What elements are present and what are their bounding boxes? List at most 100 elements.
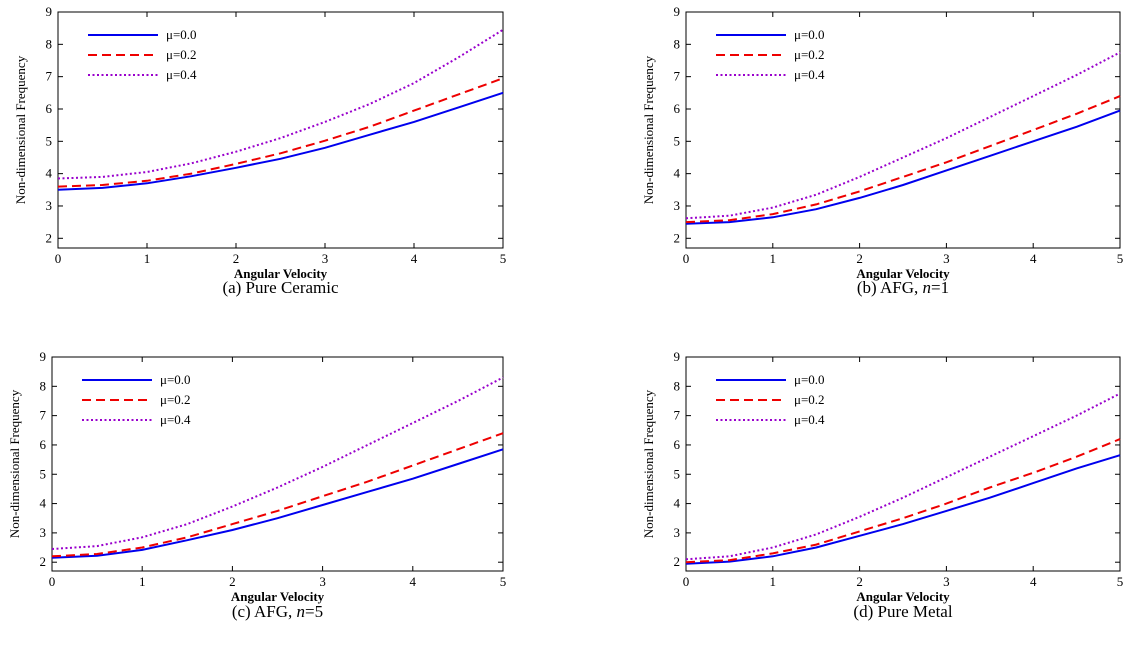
y-axis-label: Non-dimensional Frequency (7, 389, 22, 538)
y-tick-label: 8 (46, 36, 53, 51)
x-tick-label: 3 (943, 251, 950, 266)
x-tick-label: 1 (770, 251, 777, 266)
y-tick-label: 9 (674, 349, 681, 364)
series-line-0 (685, 109, 1121, 225)
caption-part: (a) Pure Ceramic (222, 278, 339, 297)
legend-label-1: μ=0.2 (160, 392, 191, 407)
x-tick-label: 5 (500, 251, 507, 266)
y-tick-label: 3 (46, 198, 53, 213)
x-tick-label: 3 (322, 251, 329, 266)
legend-label-1: μ=0.2 (794, 47, 825, 62)
x-tick-label: 1 (144, 251, 151, 266)
series-line-0 (57, 91, 504, 191)
y-tick-label: 7 (674, 408, 681, 423)
caption-part: (d) Pure Metal (853, 602, 952, 621)
x-tick-label: 4 (410, 574, 417, 589)
y-tick-label: 4 (40, 496, 47, 511)
y-tick-label: 6 (40, 437, 47, 452)
y-tick-label: 6 (674, 437, 681, 452)
plot-frame (51, 356, 504, 572)
x-tick-label: 0 (55, 251, 62, 266)
legend-label-0: μ=0.0 (166, 27, 197, 42)
x-tick-label: 0 (683, 251, 690, 266)
series-line-0 (51, 448, 504, 559)
chart-panel-1: 0 1 2 3 4 5 2 3 4 5 6 7 8 9 Angular Velocity Non-dimens… (641, 4, 1123, 297)
y-tick-label: 9 (674, 4, 681, 19)
x-axis-label: Angular Velocity (231, 589, 325, 604)
y-tick-label: 7 (46, 69, 53, 84)
y-axis-label: Non-dimensional Frequency (13, 55, 28, 204)
x-tick-label: 1 (139, 574, 146, 589)
legend-label-0: μ=0.0 (794, 27, 825, 42)
y-tick-label: 7 (40, 408, 47, 423)
legend-label-1: μ=0.2 (166, 47, 197, 62)
x-tick-label: 2 (856, 251, 863, 266)
y-tick-label: 9 (46, 4, 53, 19)
y-tick-label: 3 (674, 525, 681, 540)
panel-caption: (c) AFG, n=5 (232, 602, 323, 621)
legend-label-2: μ=0.4 (794, 67, 825, 82)
y-axis-label: Non-dimensional Frequency (641, 55, 656, 204)
caption-part: (c) AFG, (232, 602, 297, 621)
x-tick-label: 4 (1030, 574, 1037, 589)
chart-panel-3: 0 1 2 3 4 5 2 3 4 5 6 7 8 9 Angular Velocity Non-dimens… (641, 349, 1123, 621)
y-tick-label: 5 (674, 466, 681, 481)
x-tick-label: 0 (683, 574, 690, 589)
caption-part: (b) AFG, (857, 278, 923, 297)
legend-label-0: μ=0.0 (160, 372, 191, 387)
series-line-1 (57, 77, 504, 188)
series-line-1 (685, 95, 1121, 224)
legend-label-1: μ=0.2 (794, 392, 825, 407)
x-tick-label: 5 (1117, 574, 1124, 589)
series-line-2 (51, 376, 504, 550)
plot-frame (685, 356, 1121, 572)
caption-part: =1 (931, 278, 949, 297)
x-tick-label: 2 (233, 251, 240, 266)
x-tick-label: 5 (500, 574, 507, 589)
x-tick-label: 2 (856, 574, 863, 589)
series-line-2 (685, 392, 1121, 561)
x-tick-label: 2 (229, 574, 236, 589)
y-tick-label: 3 (674, 198, 681, 213)
y-tick-label: 2 (46, 230, 53, 245)
y-tick-label: 6 (46, 101, 53, 116)
y-tick-label: 4 (674, 166, 681, 181)
legend-label-0: μ=0.0 (794, 372, 825, 387)
y-tick-label: 5 (674, 133, 681, 148)
y-tick-label: 9 (40, 349, 47, 364)
plot-frame (57, 11, 504, 249)
chart-panel-0: 0 1 2 3 4 5 2 3 4 5 6 7 8 9 Angular Velocity Non-dimens… (13, 4, 506, 297)
panel-caption: (a) Pure Ceramic (222, 278, 339, 297)
x-tick-label: 4 (1030, 251, 1037, 266)
y-axis-label: Non-dimensional Frequency (641, 389, 656, 538)
y-tick-label: 5 (40, 466, 47, 481)
y-tick-label: 8 (674, 36, 681, 51)
y-tick-label: 7 (674, 69, 681, 84)
y-tick-label: 8 (40, 378, 47, 393)
series-line-1 (685, 438, 1121, 564)
plot-frame (685, 11, 1121, 249)
y-tick-label: 4 (674, 496, 681, 511)
panel-caption: (d) Pure Metal (853, 602, 952, 621)
legend-label-2: μ=0.4 (794, 412, 825, 427)
x-tick-label: 0 (49, 574, 56, 589)
y-tick-label: 4 (46, 166, 53, 181)
panel-caption: (b) AFG, n=1 (857, 278, 949, 297)
y-tick-label: 3 (40, 525, 47, 540)
y-tick-label: 2 (674, 230, 681, 245)
series-line-0 (685, 454, 1121, 565)
series-line-2 (685, 51, 1121, 220)
legend-label-2: μ=0.4 (160, 412, 191, 427)
y-tick-label: 6 (674, 101, 681, 116)
y-tick-label: 8 (674, 378, 681, 393)
x-tick-label: 3 (319, 574, 326, 589)
series-line-2 (57, 28, 504, 180)
y-tick-label: 5 (46, 133, 53, 148)
caption-part: n (297, 602, 306, 621)
legend-label-2: μ=0.4 (166, 67, 197, 82)
x-axis-label: Angular Velocity (856, 589, 950, 604)
x-tick-label: 4 (411, 251, 418, 266)
x-axis-label: Angular Velocity (856, 266, 950, 281)
y-tick-label: 2 (40, 554, 47, 569)
